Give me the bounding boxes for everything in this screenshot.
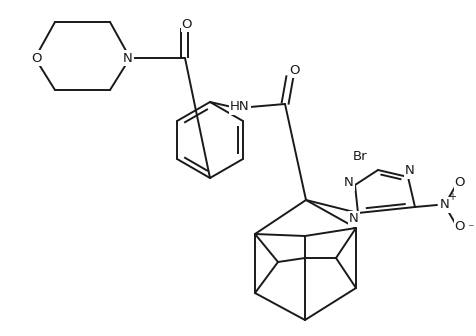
Text: O: O bbox=[289, 64, 299, 77]
Text: O: O bbox=[454, 220, 464, 234]
Text: N: N bbox=[123, 51, 133, 65]
Text: N: N bbox=[348, 212, 358, 225]
Text: O: O bbox=[32, 51, 42, 65]
Text: Br: Br bbox=[352, 150, 367, 163]
Text: HN: HN bbox=[230, 100, 249, 114]
Text: N: N bbox=[404, 165, 414, 177]
Text: N: N bbox=[343, 176, 353, 190]
Text: O: O bbox=[181, 17, 192, 31]
Text: ⁻: ⁻ bbox=[466, 222, 472, 236]
Text: O: O bbox=[454, 176, 464, 190]
Text: +: + bbox=[447, 192, 455, 202]
Text: N: N bbox=[439, 199, 449, 211]
